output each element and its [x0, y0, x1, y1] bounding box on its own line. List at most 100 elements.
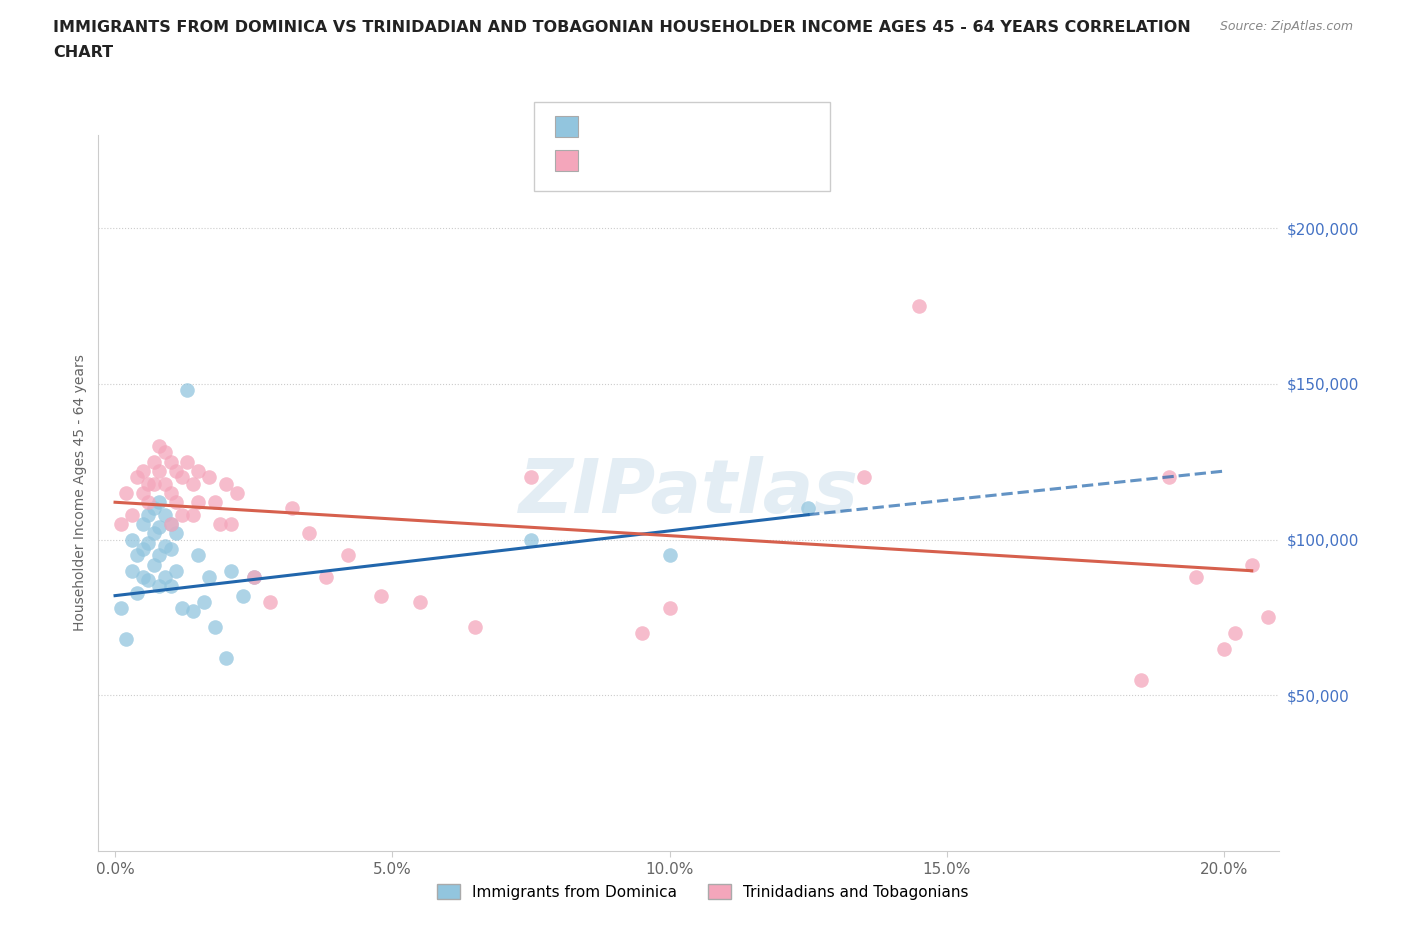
- Point: [187, 548, 209, 563]
- Point: [165, 495, 187, 510]
- Point: [181, 604, 204, 618]
- Point: [110, 601, 132, 616]
- Point: [281, 501, 304, 516]
- Point: [153, 445, 176, 459]
- Point: [148, 464, 170, 479]
- Point: [153, 538, 176, 553]
- Point: [1240, 557, 1263, 572]
- Point: [110, 516, 132, 531]
- Point: [142, 455, 165, 470]
- Point: [165, 464, 187, 479]
- Text: R =: R =: [589, 116, 627, 131]
- Point: [136, 507, 159, 522]
- Text: N =: N =: [695, 116, 733, 131]
- Point: [142, 501, 165, 516]
- Point: [142, 526, 165, 541]
- Point: [132, 485, 155, 500]
- Point: [127, 548, 149, 563]
- Text: R =: R =: [589, 151, 627, 166]
- Point: [298, 526, 321, 541]
- Point: [153, 476, 176, 491]
- Point: [136, 495, 159, 510]
- Text: N =: N =: [695, 151, 733, 166]
- Point: [242, 569, 264, 584]
- Point: [658, 601, 681, 616]
- Point: [520, 470, 543, 485]
- Point: [132, 569, 155, 584]
- Point: [127, 585, 149, 600]
- Point: [165, 526, 187, 541]
- Point: [221, 564, 243, 578]
- Point: [221, 516, 243, 531]
- Point: [259, 594, 281, 609]
- Point: [198, 470, 221, 485]
- Point: [464, 619, 486, 634]
- Point: [1129, 672, 1152, 687]
- Text: ZIPatlas: ZIPatlas: [519, 457, 859, 529]
- Point: [1213, 641, 1236, 656]
- Point: [159, 485, 181, 500]
- Point: [159, 516, 181, 531]
- Point: [204, 619, 226, 634]
- Point: [226, 485, 249, 500]
- Point: [187, 495, 209, 510]
- Point: [232, 588, 254, 603]
- Point: [198, 569, 221, 584]
- Y-axis label: Householder Income Ages 45 - 64 years: Householder Income Ages 45 - 64 years: [73, 354, 87, 631]
- Legend: Immigrants from Dominica, Trinidadians and Tobagonians: Immigrants from Dominica, Trinidadians a…: [432, 877, 974, 906]
- Point: [121, 532, 143, 547]
- Point: [148, 439, 170, 454]
- Point: [159, 578, 181, 593]
- Text: 53: 53: [734, 151, 754, 166]
- Point: [1223, 626, 1246, 641]
- Point: [148, 495, 170, 510]
- Point: [148, 520, 170, 535]
- Point: [159, 516, 181, 531]
- Point: [127, 470, 149, 485]
- Point: [159, 455, 181, 470]
- Point: [148, 578, 170, 593]
- Point: [170, 470, 193, 485]
- Point: [1157, 470, 1180, 485]
- Point: [136, 536, 159, 551]
- Point: [165, 564, 187, 578]
- Point: [142, 557, 165, 572]
- Text: IMMIGRANTS FROM DOMINICA VS TRINIDADIAN AND TOBAGONIAN HOUSEHOLDER INCOME AGES 4: IMMIGRANTS FROM DOMINICA VS TRINIDADIAN …: [53, 20, 1191, 35]
- Point: [132, 541, 155, 556]
- Point: [181, 476, 204, 491]
- Point: [209, 516, 232, 531]
- Point: [121, 507, 143, 522]
- Point: [215, 476, 238, 491]
- Point: [1257, 610, 1279, 625]
- Point: [136, 573, 159, 588]
- Point: [115, 631, 138, 646]
- Text: Source: ZipAtlas.com: Source: ZipAtlas.com: [1219, 20, 1353, 33]
- Point: [136, 476, 159, 491]
- Text: 0.160: 0.160: [631, 116, 679, 131]
- Point: [193, 594, 215, 609]
- Point: [170, 601, 193, 616]
- Point: [153, 507, 176, 522]
- Point: [908, 299, 931, 313]
- Point: [520, 532, 543, 547]
- Point: [170, 507, 193, 522]
- Point: [181, 507, 204, 522]
- Point: [630, 626, 652, 641]
- Point: [315, 569, 337, 584]
- Point: [148, 548, 170, 563]
- Point: [176, 455, 198, 470]
- Point: [204, 495, 226, 510]
- Point: [370, 588, 392, 603]
- Point: [132, 516, 155, 531]
- Point: [215, 650, 238, 665]
- Point: [159, 541, 181, 556]
- Point: [142, 476, 165, 491]
- Text: CHART: CHART: [53, 45, 114, 60]
- Point: [121, 564, 143, 578]
- Point: [176, 383, 198, 398]
- Point: [797, 501, 820, 516]
- Point: [115, 485, 138, 500]
- Text: 41: 41: [734, 116, 754, 131]
- Point: [242, 569, 264, 584]
- Point: [132, 464, 155, 479]
